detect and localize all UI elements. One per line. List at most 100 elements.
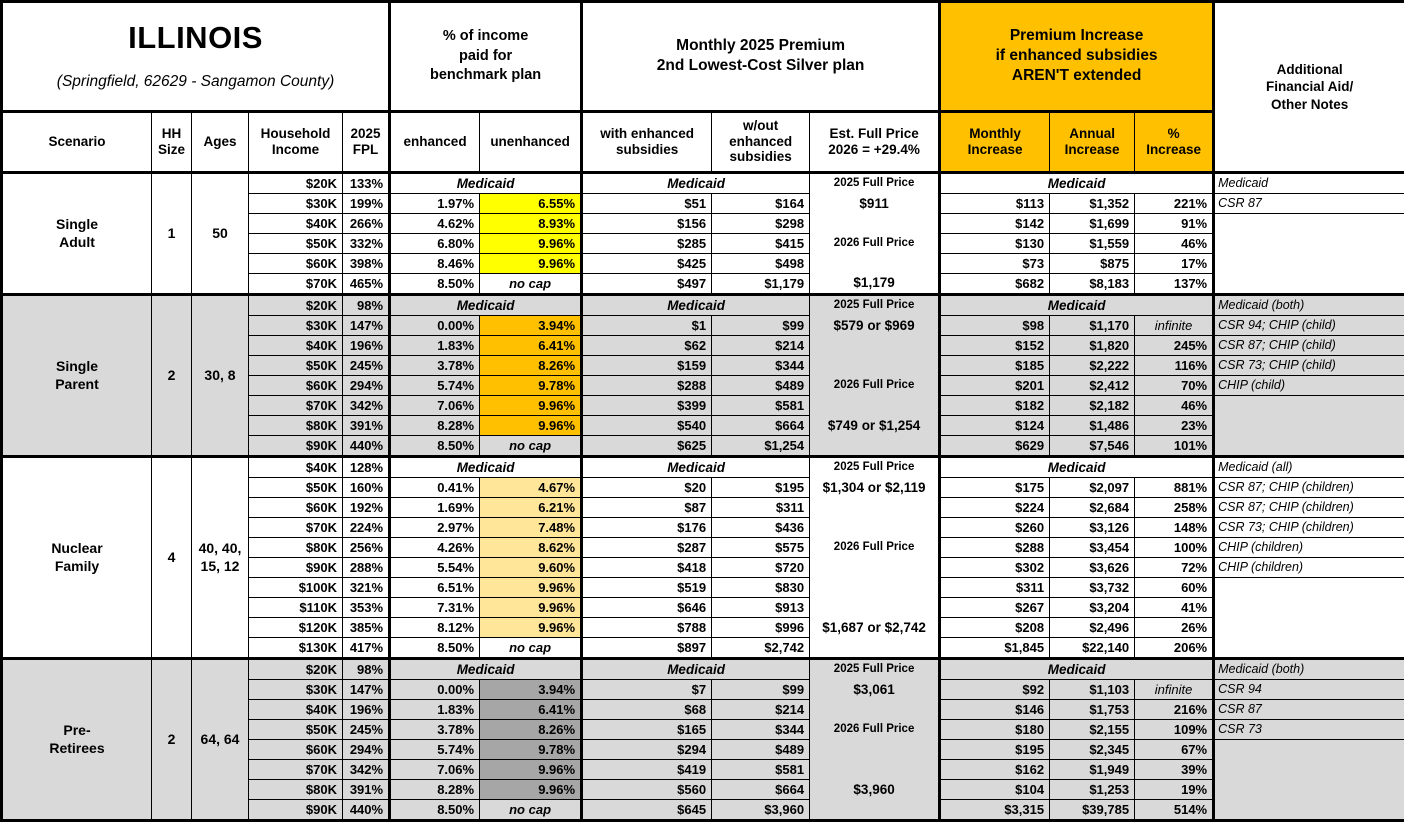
- cell-fpl: 398%: [343, 253, 390, 273]
- cell-premium-without-subsidies: $830: [712, 577, 810, 597]
- cell-premium-with-subsidies: $7: [582, 679, 712, 699]
- cell-pct-increase: 60%: [1135, 577, 1214, 597]
- cell-notes: Medicaid (both): [1214, 658, 1404, 679]
- cell-annual-increase: $2,097: [1050, 477, 1135, 497]
- cell-pct-increase: 39%: [1135, 759, 1214, 779]
- cell-pct-increase: 109%: [1135, 719, 1214, 739]
- group-header-premium: Monthly 2025 Premium 2nd Lowest-Cost Sil…: [582, 2, 940, 112]
- cell-unenhanced-pct: 8.26%: [480, 719, 582, 739]
- cell-notes: Medicaid: [1214, 172, 1404, 193]
- cell-income: $120K: [249, 617, 343, 637]
- cell-annual-increase: $1,559: [1050, 233, 1135, 253]
- cell-enhanced-pct: 1.83%: [390, 335, 480, 355]
- cell-annual-increase: $1,699: [1050, 213, 1135, 233]
- cell-notes: [1214, 395, 1404, 415]
- cell-notes: [1214, 799, 1404, 820]
- col-header-with-subsidies: with enhanced subsidies: [582, 111, 712, 172]
- cell-pct-increase: 19%: [1135, 779, 1214, 799]
- cell-pct-increase: infinite: [1135, 679, 1214, 699]
- col-header-pct-increase: % Increase: [1135, 111, 1214, 172]
- scenario-ages: 30, 8: [192, 294, 249, 456]
- cell-fpl: 160%: [343, 477, 390, 497]
- cell-pct-increase: 23%: [1135, 415, 1214, 435]
- cell-premium-with-subsidies: $62: [582, 335, 712, 355]
- cell-monthly-increase: $185: [940, 355, 1050, 375]
- cell-pct-increase: 216%: [1135, 699, 1214, 719]
- cell-premium-with-subsidies: $156: [582, 213, 712, 233]
- cell-premium-without-subsidies: $996: [712, 617, 810, 637]
- cell-est-full-price: [810, 517, 940, 537]
- cell-annual-increase: $2,412: [1050, 375, 1135, 395]
- cell-notes: [1214, 213, 1404, 233]
- cell-est-full-price: [810, 597, 940, 617]
- cell-fpl: 294%: [343, 739, 390, 759]
- cell-est-full-price: $1,179: [810, 273, 940, 294]
- cell-premium-without-subsidies: $164: [712, 193, 810, 213]
- cell-unenhanced-pct: 6.41%: [480, 335, 582, 355]
- cell-annual-increase: $1,170: [1050, 315, 1135, 335]
- cell-fpl: 256%: [343, 537, 390, 557]
- cell-monthly-increase: $201: [940, 375, 1050, 395]
- cell-notes: [1214, 233, 1404, 253]
- cell-fpl: 266%: [343, 213, 390, 233]
- cell-monthly-increase: $104: [940, 779, 1050, 799]
- cell-fpl: 245%: [343, 719, 390, 739]
- location-subtitle: (Springfield, 62629 - Sangamon County): [3, 73, 388, 92]
- cell-annual-increase: $875: [1050, 253, 1135, 273]
- medicaid-span-increase: Medicaid: [940, 456, 1214, 477]
- cell-annual-increase: $1,486: [1050, 415, 1135, 435]
- cell-annual-increase: $1,352: [1050, 193, 1135, 213]
- cell-annual-increase: $2,222: [1050, 355, 1135, 375]
- cell-premium-without-subsidies: $913: [712, 597, 810, 617]
- cell-notes: CSR 94; CHIP (child): [1214, 315, 1404, 335]
- cell-enhanced-pct: 5.74%: [390, 739, 480, 759]
- cell-fpl: 417%: [343, 637, 390, 658]
- cell-income: $80K: [249, 415, 343, 435]
- cell-notes: CSR 87; CHIP (child): [1214, 335, 1404, 355]
- cell-est-full-price: [810, 395, 940, 415]
- cell-income: $90K: [249, 799, 343, 820]
- cell-monthly-increase: $208: [940, 617, 1050, 637]
- cell-fpl: 196%: [343, 335, 390, 355]
- cell-est-full-price: $911: [810, 193, 940, 213]
- cell-pct-increase: 514%: [1135, 799, 1214, 820]
- cell-enhanced-pct: 1.83%: [390, 699, 480, 719]
- cell-unenhanced-pct: 9.96%: [480, 395, 582, 415]
- cell-fpl: 321%: [343, 577, 390, 597]
- cell-unenhanced-pct: 6.21%: [480, 497, 582, 517]
- cell-premium-with-subsidies: $288: [582, 375, 712, 395]
- cell-income: $30K: [249, 193, 343, 213]
- cell-est-full-price: [810, 435, 940, 456]
- cell-enhanced-pct: 8.50%: [390, 273, 480, 294]
- cell-annual-increase: $2,182: [1050, 395, 1135, 415]
- cell-income: $60K: [249, 497, 343, 517]
- group-header-notes: Additional Financial Aid/ Other Notes: [1214, 2, 1404, 173]
- cell-annual-increase: $3,126: [1050, 517, 1135, 537]
- medicaid-span-premium: Medicaid: [582, 172, 810, 193]
- cell-premium-with-subsidies: $399: [582, 395, 712, 415]
- cell-fpl: 199%: [343, 193, 390, 213]
- scenario-ages: 64, 64: [192, 658, 249, 820]
- cell-est-full-price: $1,687 or $2,742: [810, 617, 940, 637]
- cell-unenhanced-pct: 8.93%: [480, 213, 582, 233]
- cell-est-full-price: $3,061: [810, 679, 940, 699]
- cell-fpl: 98%: [343, 658, 390, 679]
- cell-enhanced-pct: 4.26%: [390, 537, 480, 557]
- cell-fpl: 294%: [343, 375, 390, 395]
- cell-enhanced-pct: 7.06%: [390, 395, 480, 415]
- cell-pct-increase: 245%: [1135, 335, 1214, 355]
- cell-monthly-increase: $182: [940, 395, 1050, 415]
- cell-unenhanced-pct: 9.96%: [480, 415, 582, 435]
- cell-enhanced-pct: 8.50%: [390, 799, 480, 820]
- cell-income: $80K: [249, 779, 343, 799]
- cell-income: $70K: [249, 273, 343, 294]
- cell-monthly-increase: $302: [940, 557, 1050, 577]
- scenario-name: Single Parent: [2, 294, 152, 456]
- cell-annual-increase: $3,204: [1050, 597, 1135, 617]
- col-header-fpl: 2025 FPL: [343, 111, 390, 172]
- cell-est-full-price: 2025 Full Price: [810, 172, 940, 193]
- col-header-monthly-increase: Monthly Increase: [940, 111, 1050, 172]
- cell-premium-without-subsidies: $498: [712, 253, 810, 273]
- cell-fpl: 192%: [343, 497, 390, 517]
